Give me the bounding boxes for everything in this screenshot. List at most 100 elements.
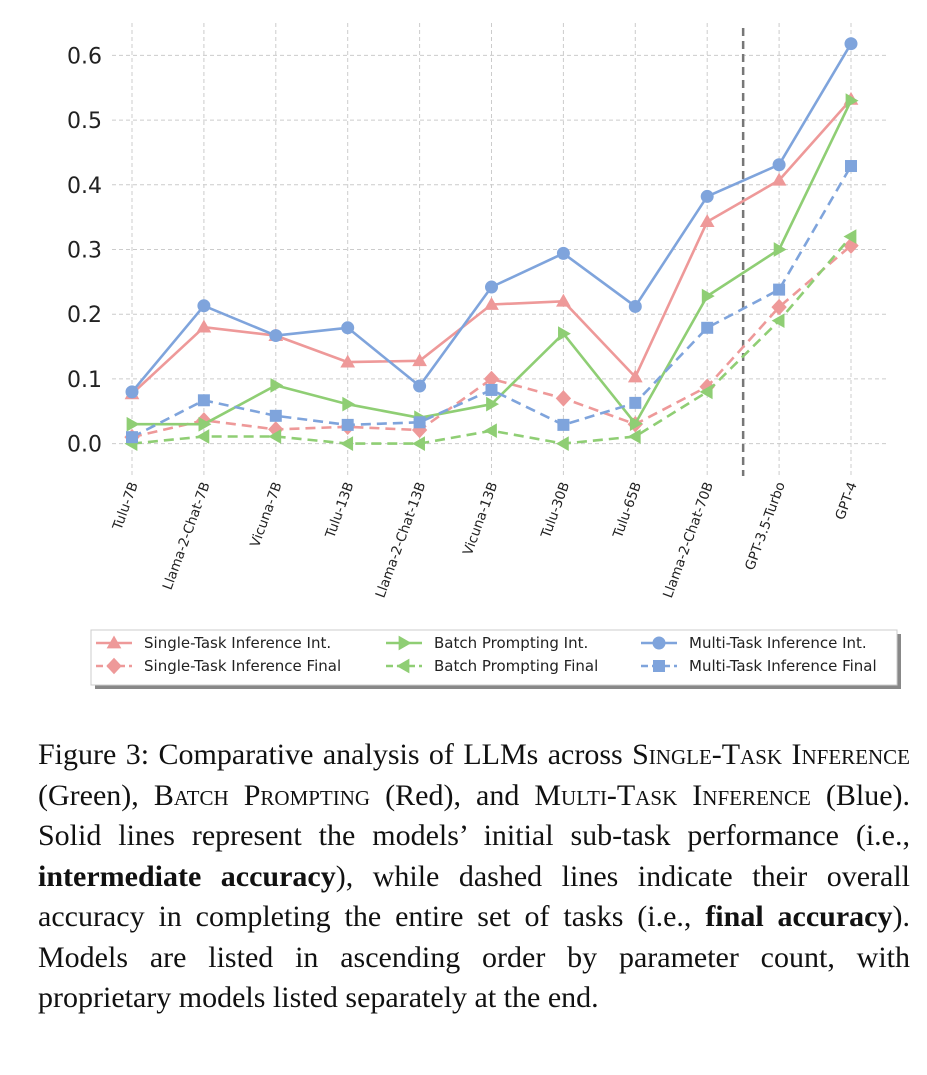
x-tick-label: Vicuna-13B (460, 480, 501, 558)
data-point (556, 293, 571, 307)
x-tick-label: Tulu-13B (322, 480, 357, 541)
chart-grid (112, 23, 886, 476)
data-point (701, 288, 715, 304)
data-point (771, 172, 787, 186)
data-point (699, 384, 713, 400)
legend-label: Single-Task Inference Final (144, 657, 341, 675)
x-tick-label: GPT-4 (832, 480, 860, 522)
legend-marker (106, 657, 122, 675)
data-point (198, 416, 212, 432)
data-point (126, 416, 140, 432)
data-point (773, 283, 786, 296)
data-point (485, 280, 498, 294)
legend-marker (652, 636, 666, 650)
legend-item: Multi-Task Inference Final (641, 657, 877, 675)
legend-label: Multi-Task Inference Final (689, 657, 877, 675)
legend-item: Single-Task Inference Final (96, 657, 341, 675)
x-tick-label: Tulu-65B (610, 480, 645, 541)
data-point (484, 296, 499, 310)
x-axis: Tulu-7B Llama-2-Chat-7B Vicuna-7B Tulu-13B L… (109, 480, 860, 600)
legend-box (90, 629, 898, 686)
x-tick-label: Tulu-30B (538, 480, 573, 541)
data-point (413, 416, 426, 429)
data-point (627, 429, 641, 444)
data-point (196, 319, 212, 333)
data-point (558, 326, 571, 341)
data-point (269, 329, 283, 343)
x-tick-label: Tulu-7B (109, 480, 141, 533)
data-point (557, 418, 570, 431)
data-point (628, 299, 642, 313)
data-point (412, 436, 425, 452)
data-point (844, 37, 858, 51)
data-point (340, 354, 356, 368)
data-point (701, 321, 714, 334)
data-point (126, 431, 138, 444)
series-4 (125, 37, 858, 399)
data-point (270, 378, 284, 393)
data-point (845, 160, 857, 173)
data-point (196, 429, 210, 444)
data-point (483, 423, 497, 439)
legend-item: Batch Prompting Int. (386, 634, 588, 652)
line-chart: 0.0 0.1 0.2 0.3 0.4 0.5 0.6 Tulu-7B Llama-2-Cha… (67, 23, 901, 689)
data-point (771, 313, 785, 329)
legend-marker (396, 658, 410, 674)
y-tick-label: 0.0 (67, 433, 102, 458)
data-point (629, 396, 642, 409)
y-tick-label: 0.2 (67, 303, 102, 328)
series-5 (126, 160, 857, 444)
data-point (268, 429, 282, 444)
data-point (555, 436, 569, 452)
series-line (131, 244, 852, 439)
data-point (555, 390, 572, 407)
data-point (269, 409, 282, 422)
x-tick-label: Llama-2-Chat-7B (160, 480, 214, 592)
y-axis: 0.0 0.1 0.2 0.3 0.4 0.5 0.6 (67, 44, 102, 457)
data-point (341, 321, 355, 335)
data-point (556, 246, 570, 260)
legend-label: Multi-Task Inference Int. (689, 634, 867, 652)
series-3 (124, 229, 857, 452)
x-tick-label: Llama-2-Chat-70B (660, 480, 717, 600)
data-point (771, 298, 787, 316)
figure-caption: Figure 3: Comparative analysis of LLMs a… (38, 738, 911, 1014)
data-point (700, 189, 714, 203)
data-point (342, 396, 356, 412)
legend-label: Batch Prompting Int. (434, 634, 588, 652)
data-point (627, 369, 643, 383)
data-point (843, 229, 857, 244)
legend-item: Multi-Task Inference Int. (641, 634, 867, 652)
legend-label: Batch Prompting Final (434, 657, 598, 675)
data-point (485, 383, 498, 396)
y-tick-label: 0.6 (67, 44, 102, 69)
y-tick-label: 0.3 (67, 239, 102, 264)
data-point (772, 158, 786, 172)
legend-item: Single-Task Inference Int. (96, 634, 331, 652)
y-tick-label: 0.5 (67, 109, 102, 134)
data-point (699, 214, 715, 228)
data-point (486, 396, 500, 412)
data-point (845, 93, 859, 109)
data-point (125, 385, 139, 399)
x-tick-label: GPT-3.5-Turbo (742, 480, 789, 573)
y-tick-label: 0.1 (67, 368, 102, 393)
data-point (412, 353, 427, 367)
y-tick-label: 0.4 (67, 174, 102, 199)
data-point (773, 242, 787, 257)
data-point (629, 416, 643, 431)
legend-marker (106, 635, 122, 649)
chart-legend: Single-Task Inference Int. Single-Task In… (90, 629, 901, 689)
data-point (341, 418, 354, 431)
legend-label: Single-Task Inference Int. (144, 634, 331, 652)
legend-marker (653, 660, 665, 672)
legend-item: Batch Prompting Final (386, 657, 598, 675)
caption-label: Figure 3: (38, 738, 150, 771)
x-tick-label: Vicuna-7B (247, 480, 285, 550)
data-point (413, 379, 427, 393)
data-point (340, 436, 354, 452)
data-point (197, 394, 210, 407)
chart-series (124, 37, 859, 452)
legend-marker (398, 635, 412, 651)
data-point (197, 299, 211, 313)
